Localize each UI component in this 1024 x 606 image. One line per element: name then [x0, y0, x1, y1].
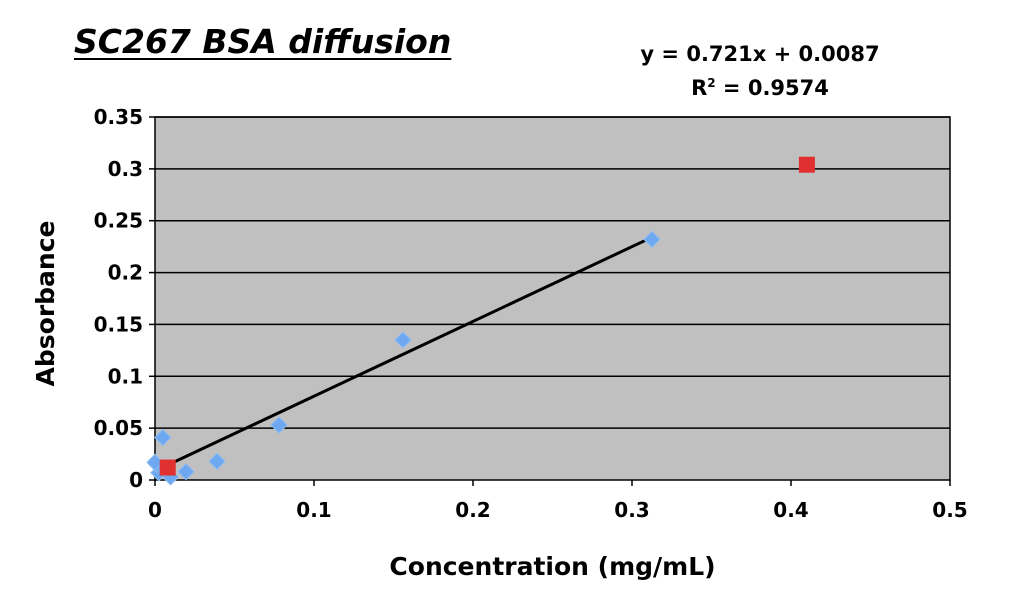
r-squared-superscript: 2: [707, 76, 716, 90]
x-tick-label: 0.2: [455, 498, 490, 522]
y-tick-label: 0.3: [108, 157, 143, 181]
y-tick-label: 0.1: [108, 364, 143, 388]
y-tick-label: 0.05: [94, 416, 143, 440]
r-squared-label: R2 = 0.9574: [560, 76, 960, 100]
x-tick-label: 0: [148, 498, 162, 522]
y-tick-label: 0.15: [94, 312, 143, 336]
x-tick-label: 0.1: [296, 498, 331, 522]
trendline: [154, 235, 653, 473]
x-tick-label: 0.3: [614, 498, 649, 522]
axes: [149, 116, 951, 486]
y-tick-label: 0.2: [108, 261, 143, 285]
diamond-point: [177, 462, 195, 481]
r-squared-base: R: [691, 76, 708, 100]
r-squared-value: = 0.9574: [715, 76, 829, 100]
x-tick-label: 0.4: [773, 498, 808, 522]
y-tick-label: 0: [129, 468, 143, 492]
tick-labels: 0 0.05 0.1 0.15 0.2 0.25 0.3 0.35 0 0.1 0.2 0.3 0.4 0…: [94, 105, 968, 522]
diamond-point: [154, 428, 172, 447]
diamond-point: [394, 331, 412, 349]
diamond-point: [643, 230, 661, 249]
y-axis-label: Absorbance: [31, 221, 60, 387]
square-point: [798, 156, 815, 173]
x-axis-label: Concentration (mg/mL): [389, 552, 715, 581]
square-point: [159, 459, 176, 476]
chart-title: SC267 BSA diffusion: [74, 22, 452, 61]
y-tick-label: 0.25: [94, 209, 143, 233]
diamond-point: [270, 416, 288, 434]
y-tick-label: 0.35: [94, 105, 143, 129]
data-points: [146, 156, 815, 486]
gridlines: [155, 116, 950, 429]
diamond-point: [208, 452, 226, 471]
x-tick-label: 0.5: [932, 498, 967, 522]
trendline-equation: y = 0.721x + 0.0087: [640, 42, 880, 66]
plot-area: [154, 116, 951, 481]
